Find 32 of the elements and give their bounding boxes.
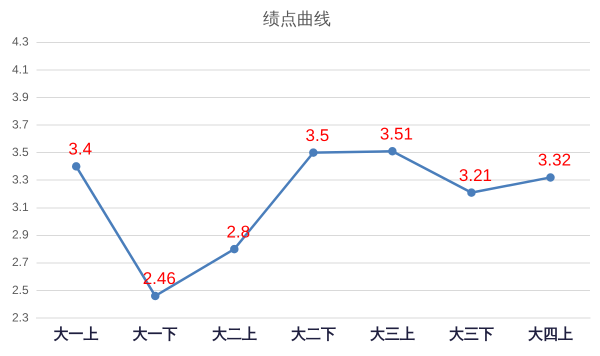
data-label: 2.8 (226, 222, 250, 242)
point (151, 292, 160, 300)
x-tick-label: 大一下 (132, 324, 178, 343)
x-tick-label: 大二下 (290, 324, 336, 343)
point (388, 147, 397, 156)
y-tick-label: 3.3 (12, 172, 29, 187)
y-tick-label: 3.9 (12, 90, 29, 104)
x-tick-label: 大一上 (54, 324, 99, 343)
data-label: 3.5 (306, 126, 330, 145)
point (309, 148, 318, 157)
y-tick-label: 3.1 (12, 200, 29, 214)
point (467, 188, 476, 197)
x-tick-label: 大三上 (370, 324, 415, 343)
data-label: 3.4 (68, 140, 92, 159)
x-tick-label: 大二上 (212, 324, 257, 343)
data-label: 3.51 (380, 124, 413, 144)
point (546, 173, 555, 182)
chart-title: 绩点曲线 (263, 10, 331, 30)
data-label: 3.32 (538, 150, 572, 170)
point (72, 162, 80, 171)
data-label: 3.21 (458, 166, 492, 185)
y-tick-label: 2.5 (12, 282, 29, 297)
x-tick-label: 大三下 (448, 324, 494, 343)
y-tick-label: 3.5 (12, 144, 29, 159)
y-tick-label: 2.3 (12, 310, 29, 324)
x-tick-label: 大四上 (528, 324, 573, 343)
y-tick-label: 2.9 (12, 228, 29, 242)
y-tick-label: 2.7 (12, 255, 29, 270)
point (230, 244, 239, 254)
y-tick-label: 4.1 (12, 62, 29, 76)
y-tick-label: 4.3 (12, 34, 29, 49)
y-tick-label: 3.7 (12, 117, 29, 132)
